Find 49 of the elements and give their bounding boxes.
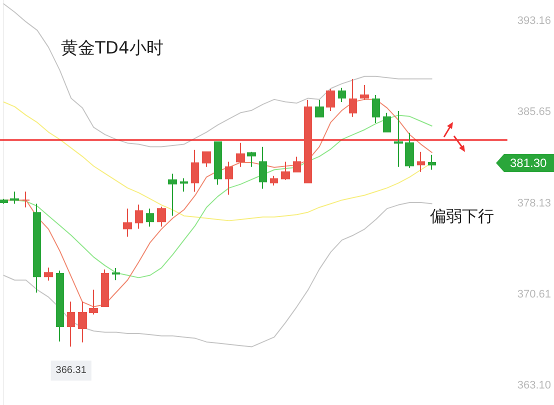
y-tick-label: 363.10	[517, 380, 552, 392]
candlestick	[157, 206, 166, 228]
y-tick-label: 378.13	[517, 197, 552, 210]
candlestick	[44, 267, 53, 282]
candlestick	[349, 78, 357, 118]
candlestick	[293, 156, 301, 172]
candlestick	[247, 151, 256, 168]
candlestick	[417, 151, 425, 172]
candlestick	[270, 175, 278, 186]
candlestick	[191, 149, 199, 192]
candlestick	[135, 204, 143, 230]
candlestick	[405, 132, 414, 168]
candlestick	[428, 154, 436, 170]
candlestick	[259, 146, 267, 190]
candlestick	[304, 99, 312, 184]
candlestick	[89, 289, 98, 316]
candlestick	[315, 99, 324, 118]
candlestick	[338, 87, 346, 102]
candlestick	[202, 151, 211, 168]
candlestick	[214, 141, 222, 186]
candlestick	[360, 84, 369, 100]
candlestick	[67, 301, 75, 348]
candlestick	[281, 161, 290, 180]
y-tick-label: 370.61	[517, 288, 552, 301]
candlestick	[10, 191, 19, 204]
candlestick	[326, 88, 335, 112]
candlestick	[146, 208, 154, 228]
candlestick	[225, 161, 233, 196]
candlestick	[101, 269, 109, 308]
candlestick	[112, 267, 120, 281]
line-series	[2, 3, 433, 148]
text: 黄金TD4小时	[61, 38, 164, 58]
candlestick	[383, 112, 391, 132]
candlestick	[372, 94, 380, 124]
candlestick	[394, 110, 403, 168]
candlestick	[0, 198, 8, 204]
candlestick	[33, 203, 41, 294]
text: 381.30	[510, 156, 548, 170]
candlestick	[180, 178, 188, 192]
candlestick	[236, 142, 245, 168]
candlestick	[168, 173, 177, 216]
candlestick	[123, 208, 132, 238]
y-tick-label: 385.65	[517, 106, 552, 118]
annotation: 366.31	[56, 365, 87, 376]
candlestick	[22, 191, 30, 208]
y-tick-label: 393.16	[517, 15, 552, 28]
candlestick	[78, 301, 87, 343]
candlestick	[56, 270, 64, 342]
annotation: 偏弱下行	[430, 206, 494, 226]
